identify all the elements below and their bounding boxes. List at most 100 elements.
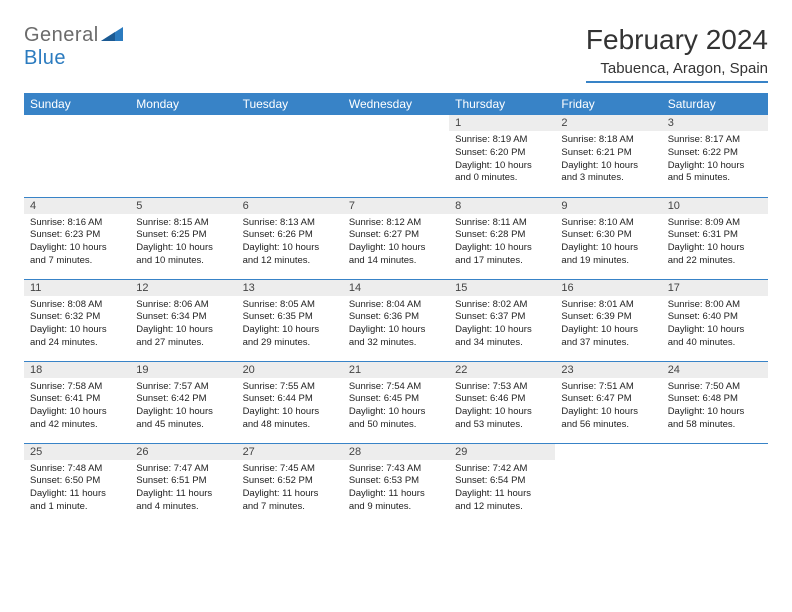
day-number: 18 (24, 362, 130, 378)
day-data: Sunrise: 7:48 AMSunset: 6:50 PMDaylight:… (24, 460, 130, 518)
day-data: Sunrise: 7:42 AMSunset: 6:54 PMDaylight:… (449, 460, 555, 518)
day-data: Sunrise: 7:47 AMSunset: 6:51 PMDaylight:… (130, 460, 236, 518)
logo-word-2: Blue (24, 47, 66, 69)
calendar-cell: 7Sunrise: 8:12 AMSunset: 6:27 PMDaylight… (343, 197, 449, 279)
calendar-cell: 22Sunrise: 7:53 AMSunset: 6:46 PMDayligh… (449, 361, 555, 443)
day-number: 4 (24, 198, 130, 214)
calendar-cell (662, 443, 768, 525)
calendar-cell: 4Sunrise: 8:16 AMSunset: 6:23 PMDaylight… (24, 197, 130, 279)
calendar-cell: 16Sunrise: 8:01 AMSunset: 6:39 PMDayligh… (555, 279, 661, 361)
day-data: Sunrise: 8:18 AMSunset: 6:21 PMDaylight:… (555, 131, 661, 189)
calendar-cell: 17Sunrise: 8:00 AMSunset: 6:40 PMDayligh… (662, 279, 768, 361)
day-number: 6 (237, 198, 343, 214)
day-number: 28 (343, 444, 449, 460)
calendar-cell: 3Sunrise: 8:17 AMSunset: 6:22 PMDaylight… (662, 115, 768, 197)
day-number: 25 (24, 444, 130, 460)
calendar-row: 18Sunrise: 7:58 AMSunset: 6:41 PMDayligh… (24, 361, 768, 443)
calendar-cell: 25Sunrise: 7:48 AMSunset: 6:50 PMDayligh… (24, 443, 130, 525)
calendar-cell: 15Sunrise: 8:02 AMSunset: 6:37 PMDayligh… (449, 279, 555, 361)
calendar-cell: 24Sunrise: 7:50 AMSunset: 6:48 PMDayligh… (662, 361, 768, 443)
calendar-cell: 20Sunrise: 7:55 AMSunset: 6:44 PMDayligh… (237, 361, 343, 443)
calendar-cell: 8Sunrise: 8:11 AMSunset: 6:28 PMDaylight… (449, 197, 555, 279)
calendar-cell: 26Sunrise: 7:47 AMSunset: 6:51 PMDayligh… (130, 443, 236, 525)
day-number: 13 (237, 280, 343, 296)
day-data: Sunrise: 8:05 AMSunset: 6:35 PMDaylight:… (237, 296, 343, 354)
day-data: Sunrise: 8:06 AMSunset: 6:34 PMDaylight:… (130, 296, 236, 354)
day-data: Sunrise: 7:58 AMSunset: 6:41 PMDaylight:… (24, 378, 130, 436)
calendar-cell (343, 115, 449, 197)
calendar-cell: 11Sunrise: 8:08 AMSunset: 6:32 PMDayligh… (24, 279, 130, 361)
day-number: 22 (449, 362, 555, 378)
day-number: 11 (24, 280, 130, 296)
day-data: Sunrise: 8:04 AMSunset: 6:36 PMDaylight:… (343, 296, 449, 354)
day-number: 17 (662, 280, 768, 296)
day-data: Sunrise: 7:55 AMSunset: 6:44 PMDaylight:… (237, 378, 343, 436)
day-number: 9 (555, 198, 661, 214)
weekday-header: Saturday (662, 93, 768, 115)
day-data: Sunrise: 8:12 AMSunset: 6:27 PMDaylight:… (343, 214, 449, 272)
calendar-table: SundayMondayTuesdayWednesdayThursdayFrid… (24, 93, 768, 525)
logo-word-1: General (24, 24, 99, 46)
calendar-cell: 28Sunrise: 7:43 AMSunset: 6:53 PMDayligh… (343, 443, 449, 525)
day-data: Sunrise: 7:54 AMSunset: 6:45 PMDaylight:… (343, 378, 449, 436)
calendar-cell: 5Sunrise: 8:15 AMSunset: 6:25 PMDaylight… (130, 197, 236, 279)
title-block: February 2024 Tabuenca, Aragon, Spain (586, 24, 768, 83)
logo-text: General Blue (24, 24, 123, 70)
weekday-header: Monday (130, 93, 236, 115)
day-number: 27 (237, 444, 343, 460)
day-number: 5 (130, 198, 236, 214)
day-number: 12 (130, 280, 236, 296)
day-number: 7 (343, 198, 449, 214)
day-data: Sunrise: 7:53 AMSunset: 6:46 PMDaylight:… (449, 378, 555, 436)
calendar-cell: 2Sunrise: 8:18 AMSunset: 6:21 PMDaylight… (555, 115, 661, 197)
day-data: Sunrise: 7:51 AMSunset: 6:47 PMDaylight:… (555, 378, 661, 436)
weekday-header: Wednesday (343, 93, 449, 115)
day-number: 1 (449, 115, 555, 131)
day-number: 24 (662, 362, 768, 378)
calendar-cell: 9Sunrise: 8:10 AMSunset: 6:30 PMDaylight… (555, 197, 661, 279)
day-data: Sunrise: 8:02 AMSunset: 6:37 PMDaylight:… (449, 296, 555, 354)
day-data: Sunrise: 8:10 AMSunset: 6:30 PMDaylight:… (555, 214, 661, 272)
calendar-row: 4Sunrise: 8:16 AMSunset: 6:23 PMDaylight… (24, 197, 768, 279)
day-data: Sunrise: 8:19 AMSunset: 6:20 PMDaylight:… (449, 131, 555, 189)
weekday-header: Tuesday (237, 93, 343, 115)
day-number: 8 (449, 198, 555, 214)
day-number: 14 (343, 280, 449, 296)
day-data: Sunrise: 8:00 AMSunset: 6:40 PMDaylight:… (662, 296, 768, 354)
day-number: 19 (130, 362, 236, 378)
calendar-cell: 10Sunrise: 8:09 AMSunset: 6:31 PMDayligh… (662, 197, 768, 279)
calendar-cell: 21Sunrise: 7:54 AMSunset: 6:45 PMDayligh… (343, 361, 449, 443)
day-data: Sunrise: 8:16 AMSunset: 6:23 PMDaylight:… (24, 214, 130, 272)
day-data: Sunrise: 8:13 AMSunset: 6:26 PMDaylight:… (237, 214, 343, 272)
calendar-row: 1Sunrise: 8:19 AMSunset: 6:20 PMDaylight… (24, 115, 768, 197)
calendar-row: 25Sunrise: 7:48 AMSunset: 6:50 PMDayligh… (24, 443, 768, 525)
calendar-row: 11Sunrise: 8:08 AMSunset: 6:32 PMDayligh… (24, 279, 768, 361)
calendar-cell: 6Sunrise: 8:13 AMSunset: 6:26 PMDaylight… (237, 197, 343, 279)
day-number: 10 (662, 198, 768, 214)
day-data: Sunrise: 7:50 AMSunset: 6:48 PMDaylight:… (662, 378, 768, 436)
day-number: 20 (237, 362, 343, 378)
day-data: Sunrise: 8:01 AMSunset: 6:39 PMDaylight:… (555, 296, 661, 354)
day-data: Sunrise: 7:43 AMSunset: 6:53 PMDaylight:… (343, 460, 449, 518)
day-number: 2 (555, 115, 661, 131)
calendar-cell: 23Sunrise: 7:51 AMSunset: 6:47 PMDayligh… (555, 361, 661, 443)
day-number: 21 (343, 362, 449, 378)
day-data: Sunrise: 8:08 AMSunset: 6:32 PMDaylight:… (24, 296, 130, 354)
location: Tabuenca, Aragon, Spain (586, 60, 768, 83)
calendar-cell: 29Sunrise: 7:42 AMSunset: 6:54 PMDayligh… (449, 443, 555, 525)
day-data: Sunrise: 8:17 AMSunset: 6:22 PMDaylight:… (662, 131, 768, 189)
calendar-cell: 14Sunrise: 8:04 AMSunset: 6:36 PMDayligh… (343, 279, 449, 361)
day-number: 3 (662, 115, 768, 131)
calendar-cell: 12Sunrise: 8:06 AMSunset: 6:34 PMDayligh… (130, 279, 236, 361)
day-data: Sunrise: 7:45 AMSunset: 6:52 PMDaylight:… (237, 460, 343, 518)
day-number: 15 (449, 280, 555, 296)
calendar-cell: 18Sunrise: 7:58 AMSunset: 6:41 PMDayligh… (24, 361, 130, 443)
day-number: 16 (555, 280, 661, 296)
calendar-cell: 1Sunrise: 8:19 AMSunset: 6:20 PMDaylight… (449, 115, 555, 197)
calendar-body: 1Sunrise: 8:19 AMSunset: 6:20 PMDaylight… (24, 115, 768, 525)
day-number: 23 (555, 362, 661, 378)
calendar-cell (237, 115, 343, 197)
logo-triangle-icon (101, 28, 123, 45)
day-data: Sunrise: 8:15 AMSunset: 6:25 PMDaylight:… (130, 214, 236, 272)
calendar-cell (555, 443, 661, 525)
